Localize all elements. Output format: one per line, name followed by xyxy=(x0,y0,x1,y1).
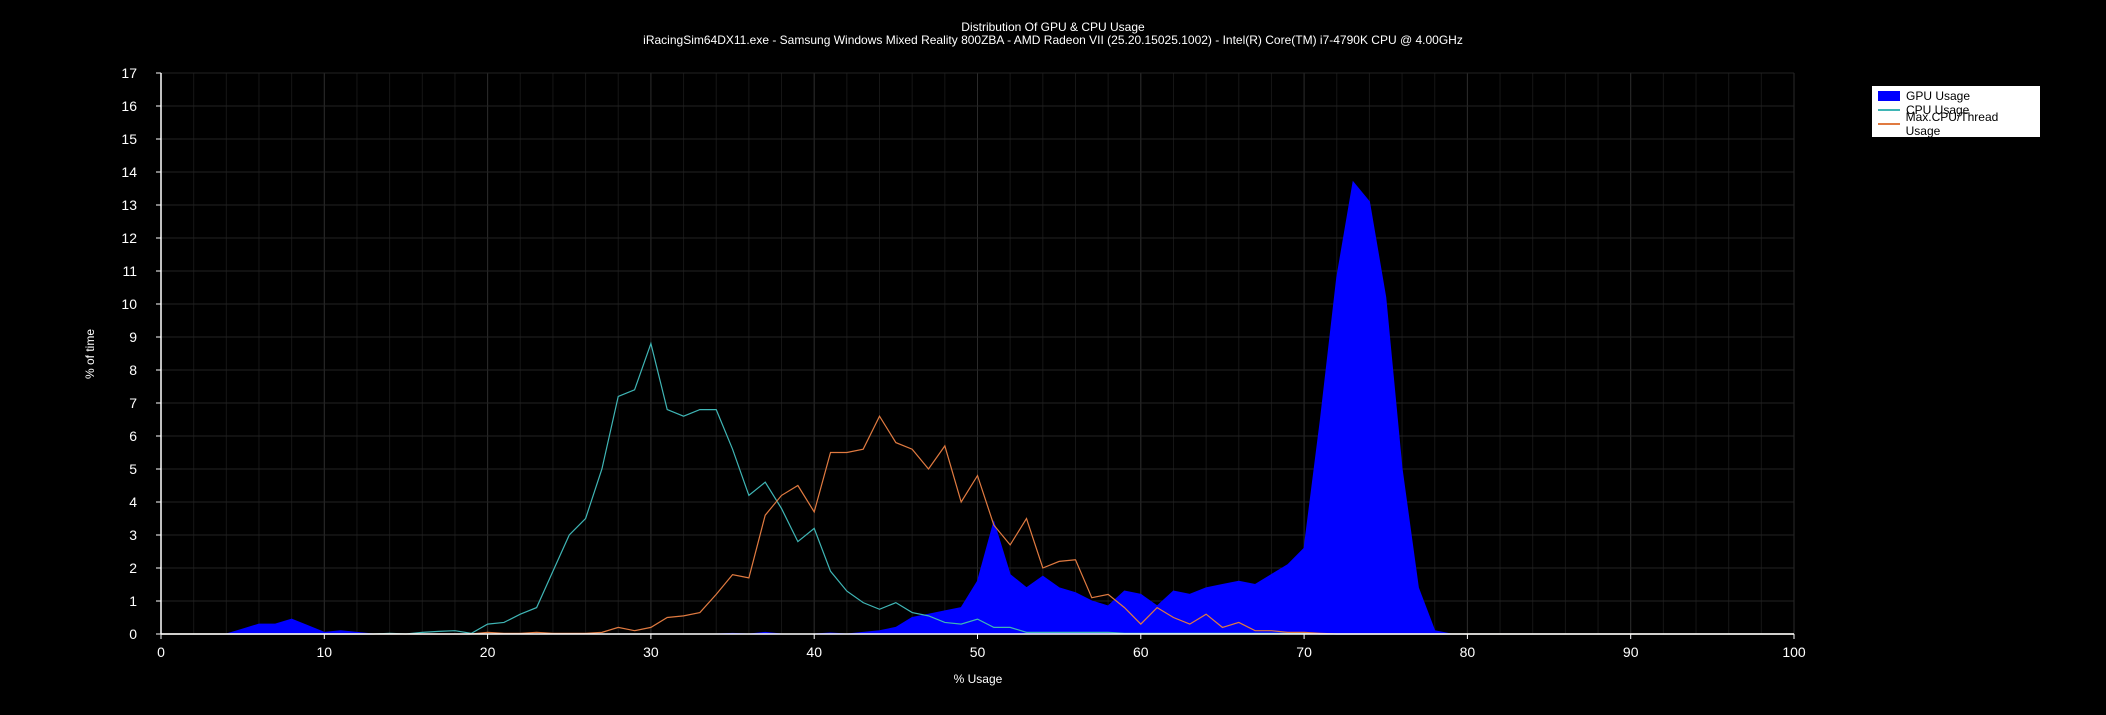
x-tick-label: 70 xyxy=(1296,644,1312,660)
x-tick-label: 10 xyxy=(317,644,333,660)
y-tick-label: 16 xyxy=(121,98,137,114)
legend-label-max-cpu-thread: Max.CPU/Thread Usage xyxy=(1905,110,1999,138)
x-tick-label: 30 xyxy=(643,644,659,660)
legend-swatch-gpu xyxy=(1878,91,1900,101)
x-axis-label: % Usage xyxy=(954,672,1003,686)
legend-swatch-cpu xyxy=(1878,109,1900,111)
y-tick-label: 10 xyxy=(121,296,137,312)
x-tick-label: 90 xyxy=(1623,644,1639,660)
y-tick-label: 12 xyxy=(121,230,137,246)
y-tick-label: 1 xyxy=(129,593,137,609)
legend-item-max-cpu-thread: Max.CPU/Thread Usage xyxy=(1878,110,2034,138)
y-tick-label: 4 xyxy=(129,494,137,510)
y-tick-label: 5 xyxy=(129,461,137,477)
legend-item-cpu: CPU Usage xyxy=(1878,103,2034,117)
y-tick-label: 2 xyxy=(129,560,137,576)
y-tick-label: 14 xyxy=(121,164,137,180)
legend-label-gpu: GPU Usage xyxy=(1906,89,1971,103)
x-tick-label: 60 xyxy=(1133,644,1149,660)
y-tick-label: 0 xyxy=(129,626,137,642)
x-tick-label: 100 xyxy=(1782,644,1806,660)
chart-title: Distribution Of GPU & CPU Usage xyxy=(961,20,1145,34)
y-tick-label: 11 xyxy=(122,263,137,279)
y-tick-label: 15 xyxy=(121,131,137,147)
y-tick-label: 3 xyxy=(129,527,137,543)
legend: GPU Usage CPU Usage Max.CPU/Thread Usage xyxy=(1872,86,2040,138)
x-tick-label: 50 xyxy=(970,644,986,660)
legend-item-gpu: GPU Usage xyxy=(1878,89,2034,103)
x-tick-label: 80 xyxy=(1460,644,1476,660)
y-tick-label: 7 xyxy=(129,395,137,411)
legend-swatch-max-cpu-thread xyxy=(1878,123,1900,125)
x-tick-label: 20 xyxy=(480,644,496,660)
y-axis-label: % of time xyxy=(83,329,97,379)
y-tick-label: 17 xyxy=(121,65,137,81)
x-tick-label: 40 xyxy=(806,644,822,660)
x-tick-label: 0 xyxy=(157,644,165,660)
legend-label-cpu: CPU Usage xyxy=(1906,103,1970,117)
chart-subtitle: iRacingSim64DX11.exe - Samsung Windows M… xyxy=(643,33,1463,47)
y-tick-label: 8 xyxy=(129,362,137,378)
y-tick-label: 13 xyxy=(121,197,137,213)
y-tick-label: 9 xyxy=(129,329,137,345)
y-tick-label: 6 xyxy=(129,428,137,444)
